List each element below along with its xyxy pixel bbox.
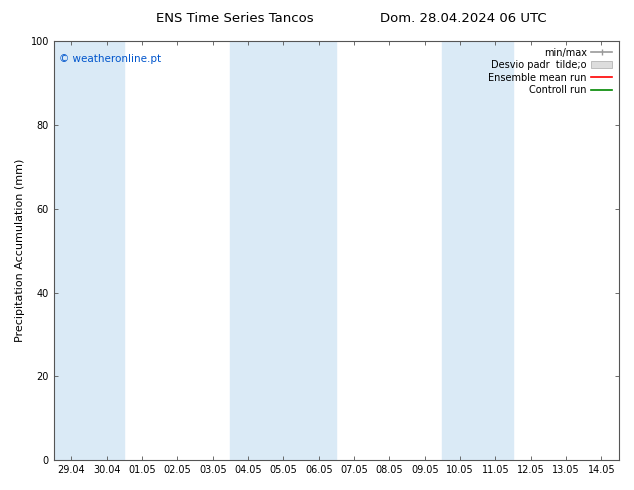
Text: ENS Time Series Tancos: ENS Time Series Tancos xyxy=(156,12,313,25)
Text: © weatheronline.pt: © weatheronline.pt xyxy=(60,53,162,64)
Legend: min/max, Desvio padr  tilde;o, Ensemble mean run, Controll run: min/max, Desvio padr tilde;o, Ensemble m… xyxy=(486,46,614,97)
Y-axis label: Precipitation Accumulation (mm): Precipitation Accumulation (mm) xyxy=(15,159,25,343)
Bar xyxy=(230,41,337,460)
Bar xyxy=(54,41,124,460)
Bar xyxy=(443,41,513,460)
Text: Dom. 28.04.2024 06 UTC: Dom. 28.04.2024 06 UTC xyxy=(380,12,546,25)
